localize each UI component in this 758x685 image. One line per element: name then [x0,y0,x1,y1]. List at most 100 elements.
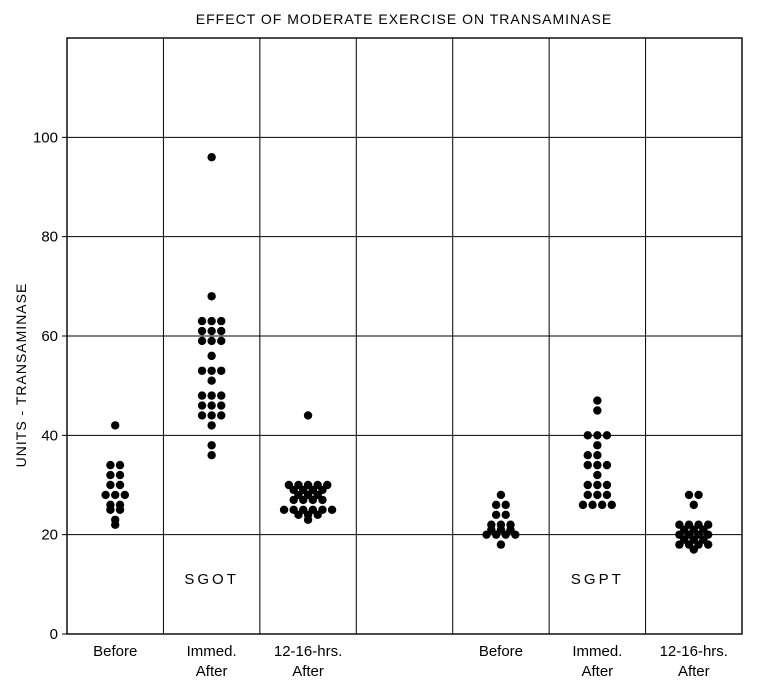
data-point [207,441,216,450]
data-point [115,480,125,490]
data-point [106,470,115,480]
data-point [207,401,216,410]
data-point [106,505,115,515]
data-point [694,490,703,500]
x-category-label: 12-16-hrs. [660,643,728,660]
y-tick-label: 40 [41,427,58,444]
chart-title: EFFECT OF MODERATE EXERCISE ON TRANSAMIN… [196,11,612,27]
x-category-label-line2: After [678,663,710,680]
data-point [491,500,501,510]
data-point [583,480,592,490]
data-point [588,500,597,510]
data-point [207,326,216,336]
data-point [207,376,216,385]
data-point [207,292,216,301]
plot-grid [66,37,743,635]
x-category-label-line2: After [292,663,324,680]
data-point [602,460,612,470]
data-point [207,351,216,361]
data-point [308,495,318,505]
data-point [279,505,289,515]
data-point [597,500,607,510]
data-point [106,460,115,470]
data-point [197,401,207,410]
data-point [217,391,226,400]
y-tick-label: 0 [50,626,58,643]
data-point [197,411,207,420]
data-point [593,441,602,450]
data-point [496,525,506,534]
data-point [115,505,125,515]
y-tick-label: 80 [41,229,58,246]
data-point [602,480,612,490]
data-point [583,460,592,470]
group-label: SGPT [571,571,624,588]
data-point [593,470,602,480]
y-axis-ticks: 0 20 40 60 80 100 [33,129,67,643]
data-point [303,515,313,524]
data-point [197,366,207,375]
data-point [675,540,684,549]
data-point [207,391,216,400]
data-point [207,316,216,326]
data-point [684,490,694,500]
data-point [583,451,592,460]
x-category-label-line2: After [196,663,228,680]
data-point [501,510,510,519]
data-point [207,336,216,346]
x-category-label: Before [93,643,137,660]
y-tick-label: 20 [41,527,58,544]
data-point [583,431,592,440]
data-point [607,500,616,510]
data-point [602,490,612,500]
data-point [217,366,226,375]
x-category-label: Immed. [572,643,622,660]
data-point [207,153,216,162]
data-point [578,500,588,510]
data-point [602,431,612,440]
data-point [217,401,226,410]
data-point [106,480,115,490]
data-point [583,490,592,500]
group-labels: SGOT SGPT [184,571,624,588]
data-point [115,460,125,470]
data-point [506,525,515,534]
data-point [313,510,322,519]
data-point [303,411,313,420]
data-point [491,510,501,519]
data-point [289,495,298,505]
x-category-label: Before [479,643,523,660]
y-tick-label: 60 [41,328,58,345]
data-point [111,421,120,430]
data-point [593,460,602,470]
data-point [496,540,506,549]
x-category-label: Immed. [187,643,237,660]
data-point [207,366,216,375]
data-point [689,500,698,510]
y-axis-label: UNITS - TRANSAMINASE [13,283,29,468]
data-point [207,411,216,420]
data-point [593,431,602,440]
data-point [115,470,125,480]
data-point [111,520,120,529]
data-point [487,525,496,534]
data-point [120,490,130,500]
data-point [197,316,207,326]
data-point [197,326,207,336]
data-point [207,421,216,430]
data-point [327,505,337,515]
data-point [593,406,602,415]
data-point [593,451,602,460]
data-point [496,490,506,500]
data-point [593,396,602,405]
data-point [318,495,327,505]
x-category-label-line2: After [582,663,614,680]
x-category-label: 12-16-hrs. [274,643,342,660]
data-point [197,391,207,400]
data-point [294,510,303,519]
data-point [501,500,510,510]
data-point [703,540,713,549]
data-point [217,326,226,336]
data-point [111,490,120,500]
